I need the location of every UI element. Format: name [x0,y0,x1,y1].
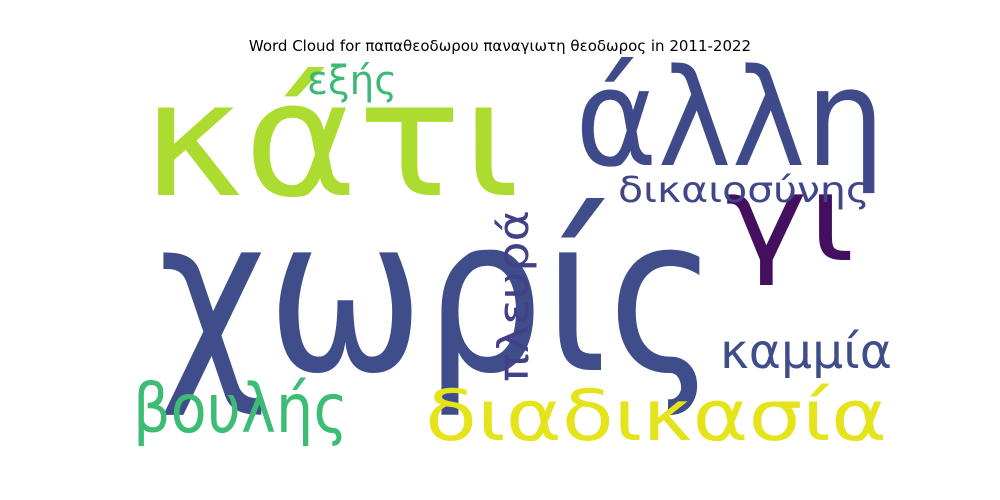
word-alli: άλλη [575,40,885,197]
chart-title: Word Cloud for παπαθεοδωρου παναγιωτη θε… [248,37,752,55]
word-kati: κάτι [142,46,520,233]
word-gi: γι [725,150,855,289]
word-plevra: πλευρά [489,210,538,382]
word-kammia: καμμία [720,324,892,380]
word-xoris: χωρίς [158,170,718,421]
word-voulis: βουλής [133,370,348,449]
word-exis: εξής [307,58,397,104]
word-diadikasia: διαδικασία [425,375,887,457]
word-dikaiosynis: δικαιοσύνης [618,170,870,211]
